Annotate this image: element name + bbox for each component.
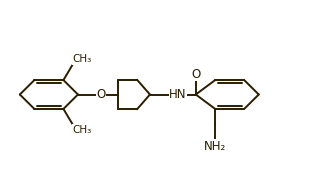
Text: HN: HN xyxy=(169,88,187,101)
Text: CH₃: CH₃ xyxy=(73,54,92,64)
Text: O: O xyxy=(191,68,200,81)
Text: CH₃: CH₃ xyxy=(73,125,92,135)
Text: NH₂: NH₂ xyxy=(204,140,226,153)
Text: O: O xyxy=(96,88,106,101)
